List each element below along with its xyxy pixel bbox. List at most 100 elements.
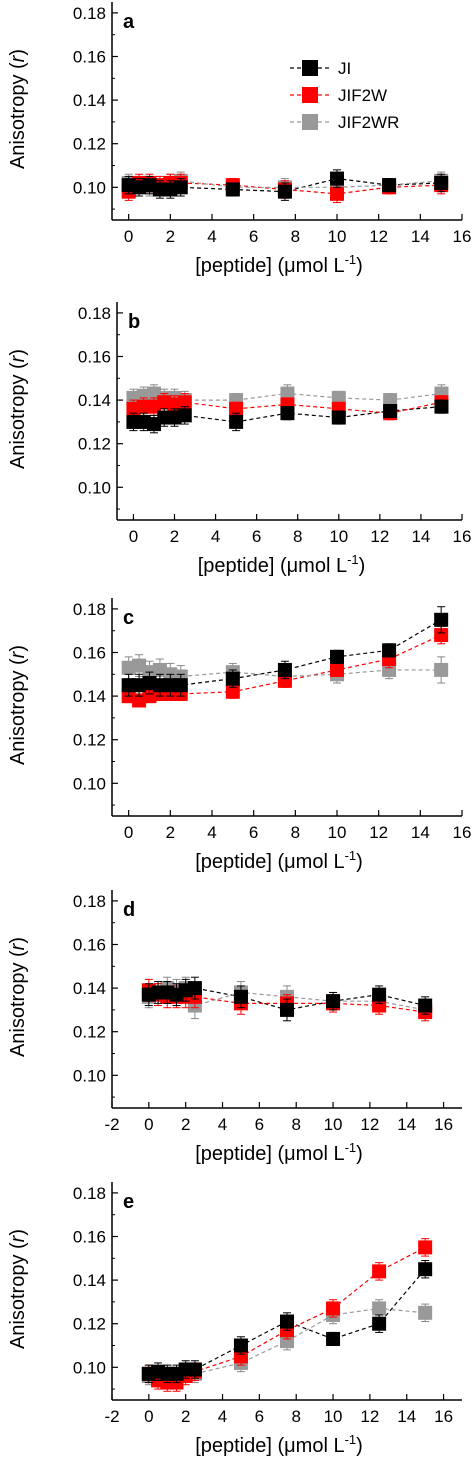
x-tick-label: 0 [124,823,133,842]
chart-panel-c: 0.10 0.12 0.14 0.16 0.18 0 2 4 6 8 10 12 14 16 [peptid… [7,598,471,873]
x-label-unit: μmol L [284,851,344,873]
data-point-JI [280,1314,294,1329]
x-tick-label: 14 [411,227,430,246]
y-label-main: Anisotropy ( [7,62,29,169]
y-tick-label: 0.10 [73,1066,106,1085]
y-tick-label: 0.10 [73,774,106,793]
y-label-variable: r [7,650,29,658]
data-point-JIF2W [330,662,344,677]
y-tick-label: 0.12 [78,435,111,454]
data-point-JIF2W [233,1349,248,1364]
x-tick-label: 16 [434,1115,453,1134]
panel-label: b [128,311,140,333]
y-label-close: ) [7,645,29,652]
y-label-main: Anisotropy ( [7,1242,29,1349]
data-point-JI [326,1331,341,1346]
x-label-close: ) [359,555,366,577]
data-point-JI [173,678,188,693]
y-tick-label: 0.14 [73,979,106,998]
y-label-variable: r [7,1234,29,1242]
x-tick-label: 0 [124,227,133,246]
legend-label: JI [338,59,351,78]
y-label-main: Anisotropy ( [7,362,29,469]
data-point-JI [372,1316,387,1331]
chart-panel-a: 0.10 0.12 0.14 0.16 0.18 0 2 4 6 8 10 12 14 16 [peptid… [7,2,471,277]
legend-marker [302,60,318,76]
x-tick-label: 4 [211,527,220,546]
data-point-JI [330,171,344,186]
data-point-JIF2W [229,401,244,416]
data-point-JI [383,404,398,418]
panel-label: d [123,899,135,921]
legend-marker [302,87,318,103]
y-label-close: ) [7,937,29,944]
x-tick-label: 14 [411,823,430,842]
data-point-JI [187,981,202,996]
x-label-main: [peptide] ( [195,1435,284,1457]
data-point-JI [372,987,387,1002]
x-tick-label: -2 [104,1407,119,1426]
x-tick-label: 16 [453,527,472,546]
x-tick-label: 2 [166,823,175,842]
y-tick-label: 0.16 [73,644,106,663]
x-tick-label: 8 [291,227,300,246]
y-tick-label: 0.16 [73,48,106,67]
y-tick-label: 0.18 [78,304,111,323]
y-label-main: Anisotropy ( [7,658,29,765]
x-label-unit: μmol L [284,1435,344,1457]
x-label-close: ) [356,1435,363,1457]
x-label-main: [peptide] ( [195,1143,284,1165]
x-tick-label: 14 [397,1115,416,1134]
panel-label: c [123,607,134,629]
x-tick-label: 4 [207,227,216,246]
x-tick-label: 6 [249,823,258,842]
data-point-JI [434,612,449,627]
data-point-JI [418,1262,433,1277]
y-label-variable: r [7,54,29,62]
x-tick-label: 4 [218,1407,227,1426]
x-tick-label: 2 [170,527,179,546]
y-tick-label: 0.10 [73,178,106,197]
data-point-JI [233,1338,248,1353]
y-tick-label: 0.12 [73,135,106,154]
x-label-exponent: -1 [345,1432,357,1447]
x-label-unit: μmol L [287,555,347,577]
x-label-main: [peptide] ( [198,555,287,577]
x-label-close: ) [356,255,363,277]
data-point-JIF2WR [418,1305,433,1320]
panel-label: e [123,1191,134,1213]
x-tick-label: 6 [255,1407,264,1426]
y-axis-label: Anisotropy (r) [7,49,29,169]
data-point-JI [434,175,449,190]
y-axis-label: Anisotropy (r) [7,1229,29,1349]
data-point-JIF2W [330,186,344,201]
x-axis-label: [peptide] (μmol L-1) [195,1432,363,1457]
y-tick-label: 0.14 [73,1271,106,1290]
x-tick-label: 8 [291,1115,300,1134]
x-tick-label: 2 [166,227,175,246]
x-tick-label: 6 [252,527,261,546]
y-tick-label: 0.12 [73,1023,106,1042]
x-axis-label: [peptide] (μmol L-1) [198,552,366,577]
x-label-close: ) [356,1143,363,1165]
data-point-JI [280,1002,294,1017]
data-point-JIF2WR [280,386,295,401]
x-tick-label: 2 [181,1407,190,1426]
x-tick-label: 2 [181,1115,190,1134]
y-axis-label: Anisotropy (r) [7,937,29,1057]
data-point-JI [225,182,240,197]
data-point-JIF2WR [383,393,398,408]
x-label-exponent: -1 [345,252,357,267]
x-tick-label: 12 [369,227,388,246]
legend-label: JIF2WR [338,113,399,132]
data-point-JI [382,643,397,658]
x-tick-label: 10 [328,823,347,842]
y-label-close: ) [7,349,29,356]
x-tick-label: 10 [328,227,347,246]
x-tick-label: -2 [104,1115,119,1134]
data-point-JIF2WR [331,390,346,405]
data-point-JI [277,184,292,199]
y-label-close: ) [7,1229,29,1236]
x-tick-label: 10 [324,1407,343,1426]
